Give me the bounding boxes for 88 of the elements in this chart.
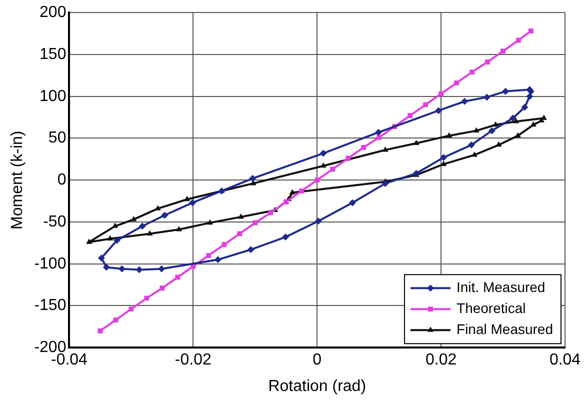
y-tick-label: 100 (40, 88, 66, 105)
point (102, 264, 110, 271)
point (526, 92, 534, 100)
point (247, 246, 254, 254)
x-axis-title: Rotation (rad) (268, 378, 366, 395)
point (502, 88, 510, 95)
point (176, 226, 182, 232)
y-tick-label: -50 (43, 213, 66, 230)
point (423, 102, 428, 108)
point (374, 128, 382, 136)
y-tick-label: -100 (34, 255, 66, 272)
y-tick-label: 150 (40, 46, 66, 63)
point (485, 60, 490, 64)
point (314, 218, 322, 225)
point (382, 180, 389, 187)
point (483, 94, 490, 101)
point (488, 127, 496, 134)
point (112, 222, 118, 228)
x-tick-label: 0.02 (425, 352, 457, 369)
x-tick-label: 0.04 (549, 352, 581, 369)
point (454, 80, 460, 86)
point (252, 220, 258, 226)
point (320, 162, 326, 168)
point (136, 266, 143, 274)
point (118, 265, 126, 272)
point (161, 212, 168, 219)
point (330, 166, 336, 172)
point (528, 28, 534, 34)
point (440, 154, 448, 161)
y-tick-label: 0 (57, 172, 66, 189)
point (282, 234, 290, 241)
point (509, 114, 516, 122)
y-tick-label: -150 (34, 297, 66, 314)
point (446, 132, 452, 138)
x-tick-label: -0.02 (174, 352, 212, 369)
legend-label: Theoretical (456, 300, 526, 316)
point (289, 189, 296, 194)
point (516, 38, 521, 43)
y-tick-label: 200 (40, 4, 66, 22)
point (468, 141, 475, 148)
point (408, 113, 413, 118)
point (222, 242, 227, 248)
point (314, 178, 320, 183)
x-tick-label: 0 (312, 352, 322, 369)
point (320, 150, 327, 157)
point (521, 104, 528, 111)
point (348, 199, 356, 206)
point (413, 140, 420, 145)
y-tick-label: 50 (48, 130, 66, 147)
point (237, 231, 242, 236)
point (206, 219, 213, 225)
point (435, 107, 442, 114)
point (128, 306, 134, 312)
point (500, 48, 506, 54)
point (175, 274, 180, 280)
point (98, 328, 103, 334)
point (361, 144, 366, 150)
point (98, 254, 105, 262)
point (376, 134, 382, 140)
legend-label: Init. Measured (456, 278, 546, 295)
point (107, 235, 114, 240)
point (158, 265, 166, 272)
point (461, 98, 468, 105)
point (184, 196, 190, 202)
point (473, 127, 480, 132)
point (113, 236, 120, 244)
point (284, 199, 289, 204)
point (346, 156, 351, 161)
point (113, 317, 118, 322)
point (160, 286, 165, 291)
legend-label: Final Measured (456, 320, 554, 337)
point (214, 256, 222, 264)
point (144, 296, 150, 301)
point (492, 121, 499, 127)
point (138, 222, 146, 230)
point (268, 210, 274, 216)
point (299, 188, 304, 194)
point (470, 70, 475, 75)
point (130, 216, 137, 222)
point (382, 146, 388, 152)
point (438, 91, 444, 96)
point (249, 174, 256, 182)
point (189, 199, 196, 206)
y-axis-title: Moment (k-in) (9, 130, 26, 230)
point (206, 253, 212, 258)
point (146, 230, 153, 236)
point (238, 213, 244, 219)
point (86, 238, 92, 244)
